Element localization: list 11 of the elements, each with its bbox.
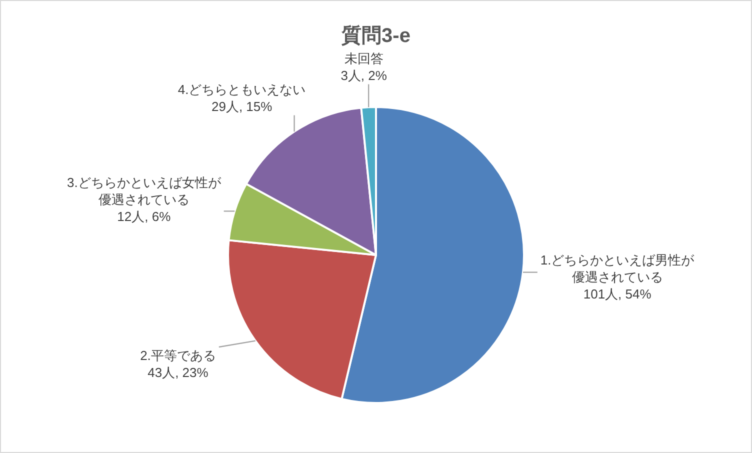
data-label: 29人, 15% xyxy=(211,99,273,114)
slice-label: 2.平等である xyxy=(140,348,216,363)
data-label: 101人, 54% xyxy=(583,286,652,302)
data-label: 43人, 23% xyxy=(148,364,209,380)
slice-label: 4.どちらともいえない xyxy=(178,82,306,98)
slice-label: 未回答 xyxy=(344,51,384,66)
chart-title: 質問3-e xyxy=(340,24,410,47)
slice-label: 1.どちらかといえば男性が優遇されている xyxy=(540,252,696,284)
data-label: 3人, 2% xyxy=(340,68,388,84)
data-label: 12人, 6% xyxy=(117,208,172,224)
slice-label: 3.どちらかといえば女性が優遇されている xyxy=(66,174,222,207)
